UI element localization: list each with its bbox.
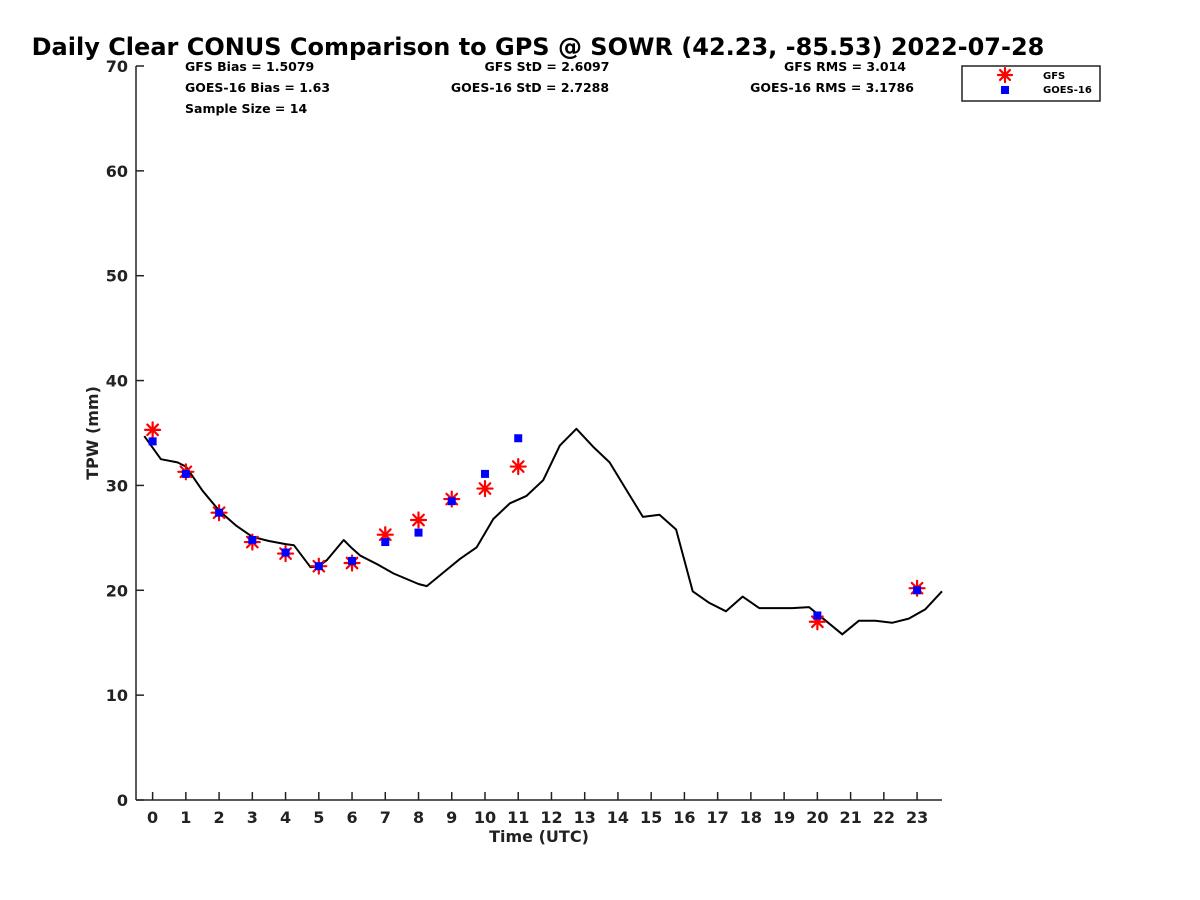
goes-rms-text: GOES-16 RMS = 3.1786	[750, 80, 914, 95]
y-tick-label: 30	[106, 476, 128, 495]
y-ticks: 0 10 20 30 40 50 60 70	[106, 57, 144, 810]
goes-point	[348, 556, 357, 565]
goes-point	[813, 611, 822, 620]
x-tick-label: 15	[640, 808, 662, 827]
goes-point	[480, 469, 489, 478]
goes-point	[514, 434, 523, 443]
x-tick-label: 1	[180, 808, 191, 827]
goes-std-text: GOES-16 StD = 2.7288	[451, 80, 609, 95]
goes-point	[381, 538, 390, 547]
y-tick-label: 20	[106, 581, 128, 600]
goes-series	[148, 434, 922, 620]
x-tick-label: 13	[574, 808, 596, 827]
gps-series	[143, 427, 943, 636]
legend-gfs-star	[996, 66, 1014, 84]
y-tick-label: 0	[117, 791, 128, 810]
x-tick-label: 19	[773, 808, 795, 827]
gfs-point	[144, 421, 162, 439]
x-tick-label: 20	[806, 808, 828, 827]
gfs-bias-text: GFS Bias = 1.5079	[185, 59, 314, 74]
x-tick-label: 22	[873, 808, 895, 827]
legend-box	[961, 65, 1101, 102]
x-tick-label: 11	[507, 808, 529, 827]
chart-title: Daily Clear CONUS Comparison to GPS @ SO…	[32, 33, 1045, 61]
y-tick-label: 40	[106, 372, 128, 391]
x-tick-label: 17	[707, 808, 729, 827]
goes-point	[314, 562, 323, 571]
x-tick-label: 21	[839, 808, 861, 827]
gfs-point	[509, 457, 527, 476]
legend-gfs-marker	[996, 66, 1014, 84]
y-tick-label: 10	[106, 686, 128, 705]
x-tick-label: 12	[540, 808, 562, 827]
legend-goes-marker	[1001, 86, 1009, 94]
goes-point	[215, 508, 224, 517]
y-axis-label: TPW (mm)	[83, 386, 102, 480]
x-tick-label: 16	[673, 808, 695, 827]
goes-bias-text: GOES-16 Bias = 1.63	[185, 80, 330, 95]
legend: GFS GOES-16	[961, 65, 1101, 102]
x-tick-label: 0	[147, 808, 158, 827]
gfs-rms-text: GFS RMS = 3.014	[784, 59, 906, 74]
goes-point	[414, 528, 423, 537]
x-tick-label: 9	[446, 808, 457, 827]
x-tick-label: 14	[607, 808, 629, 827]
gfs-point	[476, 479, 494, 498]
plot-area	[143, 421, 943, 636]
sample-size-text: Sample Size = 14	[185, 101, 307, 116]
legend-gfs-label: GFS	[1043, 71, 1065, 82]
x-tick-label: 4	[280, 808, 291, 827]
x-tick-label: 3	[247, 808, 258, 827]
goes-point	[913, 586, 922, 595]
goes-point	[148, 437, 157, 446]
x-tick-label: 10	[474, 808, 496, 827]
x-tick-label: 5	[313, 808, 324, 827]
goes-point	[447, 497, 456, 506]
x-tick-label: 8	[413, 808, 424, 827]
goes-point	[248, 535, 257, 544]
y-tick-label: 70	[106, 57, 128, 76]
gfs-std-text: GFS StD = 2.6097	[485, 59, 610, 74]
gfs-series	[144, 421, 926, 631]
y-tick-label: 60	[106, 162, 128, 181]
goes-point	[281, 548, 290, 557]
gfs-point	[409, 511, 428, 529]
stats-block: GFS Bias = 1.5079 GOES-16 Bias = 1.63 Sa…	[185, 59, 914, 116]
x-axis-label: Time (UTC)	[489, 827, 589, 846]
x-tick-label: 2	[214, 808, 225, 827]
gps-line	[143, 427, 943, 636]
legend-goes-label: GOES-16	[1043, 85, 1092, 96]
y-tick-label: 50	[106, 267, 128, 286]
x-tick-label: 7	[380, 808, 391, 827]
x-ticks: 0 1 2 3 4 5 6 7 8 9 10 11 12 13 14 15 16 17 18 19 20 21 22 23	[147, 792, 928, 827]
x-tick-label: 23	[906, 808, 928, 827]
x-tick-label: 18	[740, 808, 762, 827]
goes-point	[181, 469, 190, 478]
x-tick-label: 6	[346, 808, 357, 827]
